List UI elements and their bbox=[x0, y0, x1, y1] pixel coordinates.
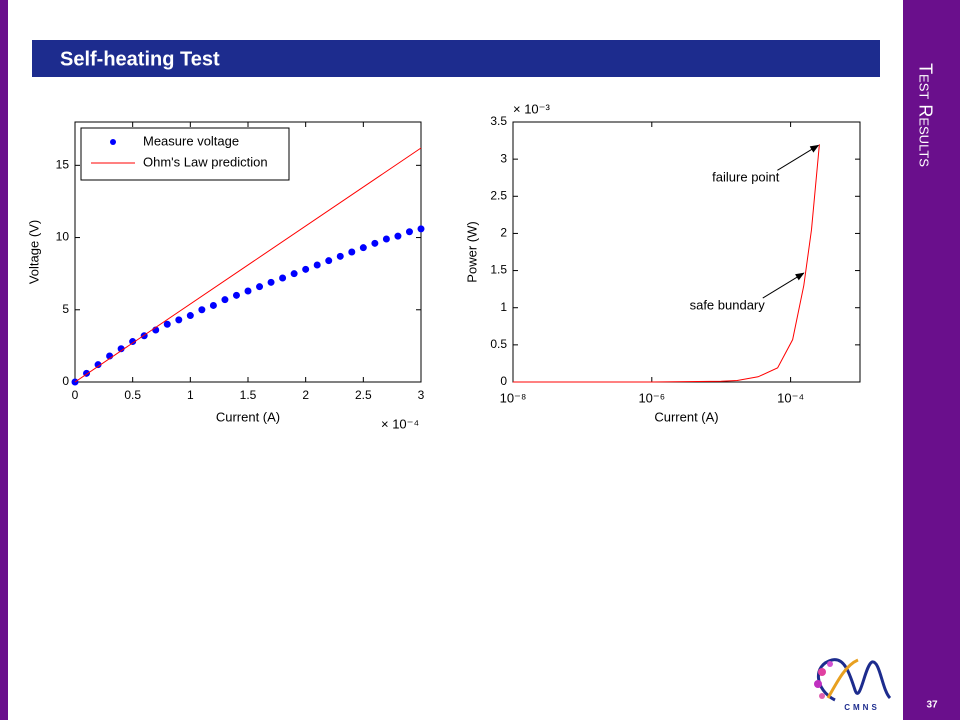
data-point bbox=[198, 306, 206, 314]
x-tick-label: 0.5 bbox=[124, 388, 141, 402]
data-point bbox=[279, 274, 287, 282]
legend-label: Ohm's Law prediction bbox=[143, 154, 268, 169]
data-point bbox=[382, 235, 390, 243]
annotation-arrow bbox=[762, 272, 805, 299]
data-point bbox=[221, 296, 229, 304]
section-title: Test Results bbox=[915, 63, 935, 167]
y-tick-label: 1 bbox=[500, 300, 507, 314]
data-point bbox=[232, 291, 240, 299]
data-point bbox=[302, 265, 310, 273]
data-point bbox=[417, 225, 425, 233]
y-tick-label: 0 bbox=[500, 374, 507, 388]
x-tick-label: 10⁻⁴ bbox=[777, 390, 804, 405]
y-tick-label: 2.5 bbox=[490, 188, 507, 202]
y-tick-label: 5 bbox=[62, 302, 69, 316]
x-tick-label: 1.5 bbox=[240, 388, 257, 402]
data-point bbox=[394, 232, 402, 240]
x-tick-label: 2 bbox=[302, 388, 309, 402]
x-tick-label: 0 bbox=[72, 388, 79, 402]
x-tick-label: 2.5 bbox=[355, 388, 372, 402]
x-tick-label: 3 bbox=[418, 388, 425, 402]
x-multiplier: × 10⁻⁴ bbox=[381, 416, 419, 431]
x-axis-label: Current (A) bbox=[216, 409, 280, 424]
legend-label: Measure voltage bbox=[143, 133, 239, 148]
data-point bbox=[163, 320, 171, 328]
data-point bbox=[336, 252, 344, 260]
side-panel bbox=[903, 0, 960, 720]
x-tick-label: 1 bbox=[187, 388, 194, 402]
data-line bbox=[74, 147, 422, 383]
slide-title: Self-heating Test bbox=[60, 48, 220, 70]
data-point bbox=[175, 316, 183, 324]
y-axis-label: Power (W) bbox=[464, 221, 479, 282]
data-point bbox=[256, 283, 264, 291]
data-point bbox=[325, 257, 333, 265]
data-point bbox=[267, 278, 275, 286]
y-tick-label: 1.5 bbox=[490, 263, 507, 277]
title-bar bbox=[32, 40, 880, 77]
page-number: 37 bbox=[926, 700, 938, 711]
x-tick-label: 10⁻⁶ bbox=[638, 390, 665, 405]
data-line bbox=[513, 144, 820, 383]
y-tick-label: 3.5 bbox=[490, 114, 507, 128]
left-border bbox=[0, 0, 8, 720]
legend-box bbox=[80, 127, 290, 181]
y-tick-label: 3 bbox=[500, 151, 507, 165]
annotation-arrow bbox=[777, 144, 820, 171]
annotation-text: failure point bbox=[712, 170, 780, 185]
x-axis-label: Current (A) bbox=[654, 409, 718, 424]
data-point bbox=[186, 312, 194, 320]
legend-marker bbox=[110, 139, 116, 145]
y-tick-label: 15 bbox=[56, 158, 70, 172]
data-point bbox=[290, 270, 298, 278]
plot-area bbox=[512, 121, 861, 383]
x-tick-label: 10⁻⁸ bbox=[500, 390, 527, 405]
data-point bbox=[405, 228, 413, 236]
y-tick-label: 10 bbox=[56, 230, 70, 244]
data-point bbox=[209, 301, 217, 309]
y-axis-label: Voltage (V) bbox=[26, 220, 41, 284]
y-tick-label: 0.5 bbox=[490, 337, 507, 351]
annotation-text: safe bundary bbox=[690, 297, 766, 312]
data-point bbox=[359, 244, 367, 252]
logo: CMNS bbox=[814, 658, 892, 712]
data-point bbox=[244, 287, 252, 295]
y-tick-label: 0 bbox=[62, 374, 69, 388]
data-point bbox=[313, 261, 321, 269]
y-tick-label: 2 bbox=[500, 226, 507, 240]
logo-text: CMNS bbox=[844, 703, 880, 712]
y-multiplier: × 10⁻³ bbox=[513, 101, 551, 116]
data-point bbox=[348, 248, 356, 256]
data-point bbox=[371, 239, 379, 247]
